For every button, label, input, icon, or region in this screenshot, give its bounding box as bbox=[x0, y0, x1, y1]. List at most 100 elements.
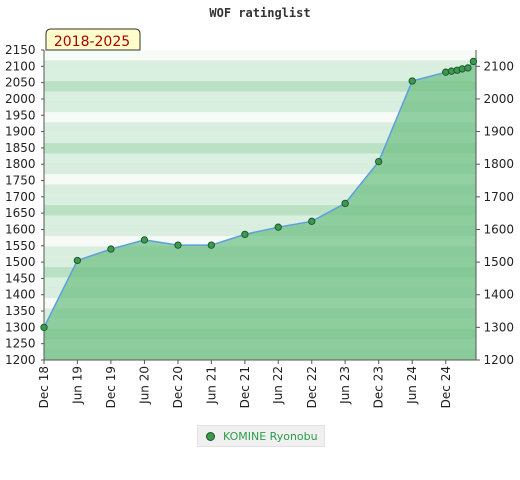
x-tick-label: Dec 22 bbox=[305, 366, 319, 408]
series-area bbox=[44, 60, 476, 360]
data-point bbox=[241, 230, 249, 239]
band-stripe bbox=[44, 60, 476, 71]
band-stripe bbox=[44, 91, 476, 102]
area-stripe bbox=[44, 287, 476, 298]
x-tick-label: Dec 23 bbox=[372, 366, 386, 408]
band-stripe bbox=[44, 143, 476, 154]
data-point bbox=[40, 323, 48, 332]
y-tick-label-left: 1950 bbox=[5, 108, 36, 122]
area-stripe bbox=[44, 267, 476, 278]
area-stripe bbox=[44, 329, 476, 340]
legend-label: KOMINE Ryonobu bbox=[223, 429, 318, 443]
band-stripe bbox=[44, 101, 476, 113]
band-stripe bbox=[44, 194, 476, 206]
data-point bbox=[375, 157, 383, 166]
data-point bbox=[207, 241, 215, 249]
area-stripe bbox=[44, 81, 476, 92]
area-stripe bbox=[44, 143, 476, 154]
band-stripe bbox=[44, 215, 476, 226]
band-stripe bbox=[44, 112, 476, 123]
y-tick-label-left: 1300 bbox=[5, 320, 36, 334]
y-tick-label-right: 1900 bbox=[483, 125, 514, 139]
area-stripe bbox=[44, 184, 476, 195]
data-point bbox=[308, 217, 316, 225]
y-tick-label-left: 1900 bbox=[5, 125, 36, 139]
y-tick-label-right: 2000 bbox=[483, 92, 514, 106]
period-badge: 2018-2025 bbox=[45, 28, 141, 51]
y-tick-label-left: 2150 bbox=[5, 43, 36, 57]
y-tick-label-left: 2100 bbox=[5, 59, 36, 73]
y-tick-label-right: 1600 bbox=[483, 222, 514, 236]
y-tick-label-left: 2000 bbox=[5, 92, 36, 106]
x-tick-label: Dec 18 bbox=[37, 366, 51, 408]
y-tick-label-right: 1300 bbox=[483, 320, 514, 334]
data-points bbox=[40, 57, 478, 332]
band-stripe bbox=[44, 205, 476, 216]
data-point bbox=[73, 256, 82, 265]
y-tick-label-right: 1500 bbox=[483, 255, 514, 269]
band-stripe bbox=[44, 163, 476, 175]
period-badge-label: 2018-2025 bbox=[54, 34, 130, 50]
data-point bbox=[464, 64, 472, 72]
y-tick-label-left: 1400 bbox=[5, 288, 36, 302]
y-tick-label-left: 1350 bbox=[5, 304, 36, 318]
band-stripe bbox=[44, 70, 476, 82]
area-stripe bbox=[44, 60, 476, 71]
y-tick-label-left: 1650 bbox=[5, 206, 36, 220]
data-point bbox=[107, 245, 115, 253]
x-tick-label: Dec 20 bbox=[171, 366, 185, 408]
y-tick-label-left: 1200 bbox=[5, 353, 36, 367]
y-tick-label-left: 1600 bbox=[5, 222, 36, 236]
x-tick-label: Jun 19 bbox=[70, 366, 84, 405]
x-tick-label: Jun 22 bbox=[271, 366, 285, 405]
data-point bbox=[469, 57, 478, 66]
band-stripe bbox=[44, 132, 476, 144]
x-axis-labels: Dec 18 Jun 19 Dec 19 Jun 20 Dec 20 Jun 21 Dec … bbox=[37, 366, 453, 408]
x-tick-label: Jun 20 bbox=[137, 366, 151, 405]
y-axis-right-labels: 1200 1300 1400 1500 1600 1700 1800 1900 2000 2100 bbox=[483, 59, 514, 367]
y-tick-label-right: 1400 bbox=[483, 288, 514, 302]
band-stripe bbox=[44, 50, 476, 61]
band-stripe bbox=[44, 174, 476, 185]
x-tick-label: Dec 21 bbox=[238, 366, 252, 408]
axes bbox=[41, 49, 480, 364]
y-tick-label-left: 1250 bbox=[5, 337, 36, 351]
y-tick-label-right: 1800 bbox=[483, 157, 514, 171]
area-stripe bbox=[44, 205, 476, 216]
y-axis-left-labels: 1200 1250 1300 1350 1400 1450 1500 1550 1600 1650… bbox=[5, 43, 36, 367]
y-tick-label-right: 1200 bbox=[483, 353, 514, 367]
area-stripe bbox=[44, 308, 476, 319]
x-tick-label: Jun 21 bbox=[204, 366, 218, 405]
x-tick-label: Dec 19 bbox=[104, 366, 118, 408]
y-tick-label-left: 1750 bbox=[5, 174, 36, 188]
series-area-fill bbox=[44, 61, 476, 360]
y-tick-label-left: 1850 bbox=[5, 141, 36, 155]
area-stripe bbox=[44, 163, 476, 174]
data-point bbox=[408, 77, 416, 85]
y-tick-label-left: 1450 bbox=[5, 271, 36, 285]
x-tick-label: Jun 24 bbox=[405, 366, 419, 405]
data-point bbox=[274, 223, 282, 231]
legend-marker-icon bbox=[206, 431, 215, 441]
chart-title: WOF ratinglist bbox=[209, 6, 310, 20]
y-tick-label-left: 1550 bbox=[5, 239, 36, 253]
data-point bbox=[341, 199, 349, 208]
band-stripe bbox=[44, 153, 476, 164]
y-tick-label-left: 2050 bbox=[5, 76, 36, 90]
area-stripe bbox=[44, 122, 476, 133]
x-tick-label: Jun 23 bbox=[338, 366, 352, 405]
y-tick-label-right: 1700 bbox=[483, 190, 514, 204]
area-stripe bbox=[44, 246, 476, 257]
data-point bbox=[174, 241, 182, 249]
x-tick-label: Dec 24 bbox=[439, 366, 453, 408]
band-stripe bbox=[44, 122, 476, 133]
y-tick-label-left: 1500 bbox=[5, 255, 36, 269]
y-tick-label-left: 1800 bbox=[5, 157, 36, 171]
band-stripe bbox=[44, 184, 476, 195]
legend: KOMINE Ryonobu bbox=[197, 425, 325, 447]
data-point bbox=[140, 236, 149, 244]
y-tick-label-left: 1700 bbox=[5, 190, 36, 204]
area-stripe bbox=[44, 349, 476, 360]
band-stripe bbox=[44, 81, 476, 92]
